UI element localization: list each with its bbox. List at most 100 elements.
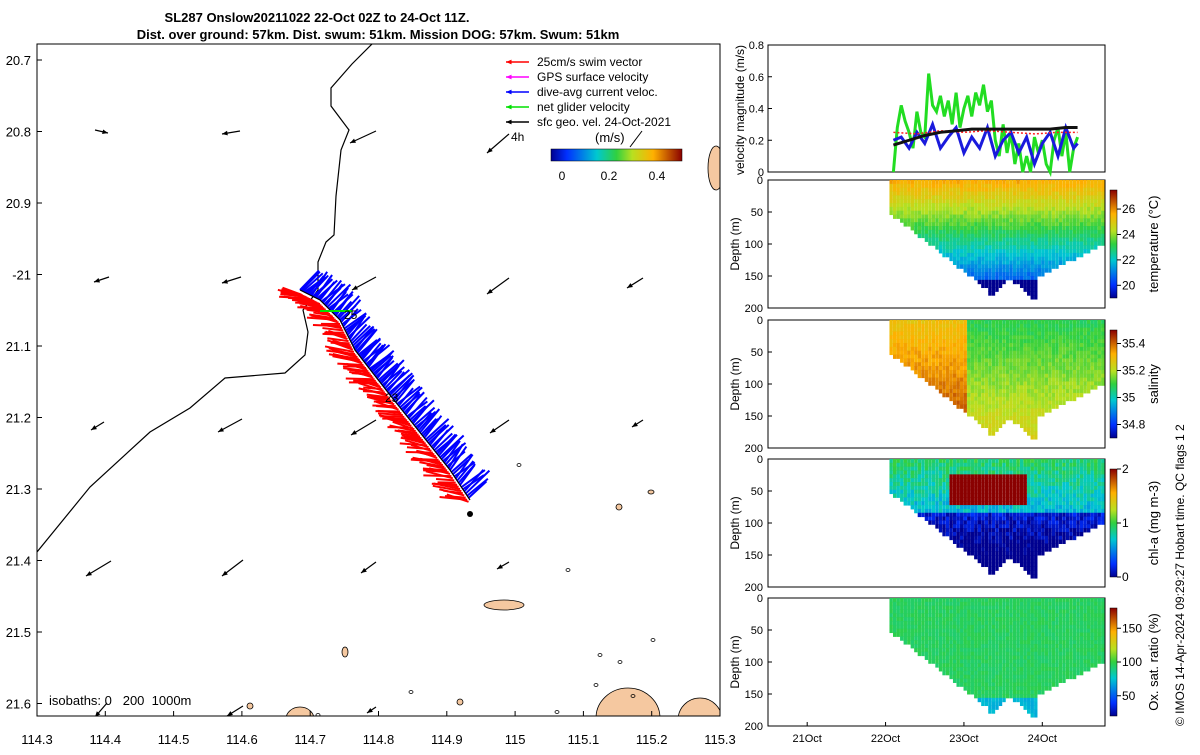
heatmap-cell bbox=[932, 362, 935, 366]
heatmap-cell bbox=[928, 211, 931, 215]
heatmap-cell bbox=[1020, 555, 1023, 559]
heatmap-cell bbox=[967, 362, 970, 366]
heatmap-cell bbox=[925, 459, 928, 463]
heatmap-cell bbox=[988, 272, 991, 276]
heatmap-cell bbox=[971, 234, 974, 238]
heatmap-cell bbox=[981, 241, 984, 245]
heatmap-cell bbox=[911, 482, 914, 486]
map-y-tick-label: 20.7 bbox=[6, 53, 31, 68]
heatmap-cell bbox=[995, 467, 998, 471]
heatmap-cell bbox=[935, 652, 938, 656]
heatmap-cell bbox=[935, 636, 938, 640]
heatmap-cell bbox=[1031, 524, 1034, 528]
heatmap-cell bbox=[1038, 268, 1041, 272]
heatmap-cell bbox=[1101, 370, 1104, 374]
heatmap-cell bbox=[981, 211, 984, 215]
heatmap-cell bbox=[988, 702, 991, 706]
heatmap-cell bbox=[1052, 230, 1055, 234]
section-y-tick-label: 150 bbox=[745, 411, 763, 423]
heatmap-cell bbox=[1016, 203, 1019, 207]
heatmap-cell bbox=[1098, 199, 1101, 203]
heatmap-cell bbox=[995, 355, 998, 359]
heatmap-cell bbox=[1087, 203, 1090, 207]
map-y-tick-label: 20.8 bbox=[6, 125, 31, 140]
heatmap-cell bbox=[967, 215, 970, 219]
heatmap-cell bbox=[1048, 320, 1051, 324]
heatmap-cell bbox=[1038, 192, 1041, 196]
heatmap-cell bbox=[956, 494, 959, 498]
heatmap-cell bbox=[1094, 199, 1097, 203]
heatmap-cell bbox=[928, 188, 931, 192]
heatmap-cell bbox=[1034, 559, 1037, 563]
heatmap-cell bbox=[999, 358, 1002, 362]
heatmap-cell bbox=[904, 482, 907, 486]
heatmap-cell bbox=[1006, 358, 1009, 362]
land-patches bbox=[247, 146, 724, 748]
heatmap-cell bbox=[942, 663, 945, 667]
heatmap-cell bbox=[1080, 211, 1083, 215]
heatmap-cell bbox=[985, 284, 988, 288]
heatmap-cell bbox=[1055, 486, 1058, 490]
heatmap-cell bbox=[921, 374, 924, 378]
heatmap-cell bbox=[939, 222, 942, 226]
heatmap-cell bbox=[1062, 378, 1065, 382]
heatmap-cell bbox=[999, 362, 1002, 366]
heatmap-cell bbox=[956, 332, 959, 336]
heatmap-cell bbox=[1048, 324, 1051, 328]
heatmap-cell bbox=[981, 347, 984, 351]
section-y-tick-label: 50 bbox=[751, 486, 763, 498]
heatmap-cell bbox=[932, 517, 935, 521]
heatmap-cell bbox=[1045, 328, 1048, 332]
heatmap-cell bbox=[1098, 486, 1101, 490]
heatmap-cell bbox=[1009, 195, 1012, 199]
heatmap-cell bbox=[914, 339, 917, 343]
heatmap-cell bbox=[1048, 474, 1051, 478]
heatmap-cell bbox=[1034, 543, 1037, 547]
heatmap-cell bbox=[1006, 478, 1009, 482]
heatmap-cell bbox=[1016, 478, 1019, 482]
heatmap-cell bbox=[971, 467, 974, 471]
heatmap-cell bbox=[914, 648, 917, 652]
heatmap-cell bbox=[1052, 536, 1055, 540]
heatmap-cell bbox=[1013, 478, 1016, 482]
heatmap-cell bbox=[914, 203, 917, 207]
heatmap-cell bbox=[1041, 389, 1044, 393]
heatmap-cell bbox=[960, 404, 963, 408]
heatmap-cell bbox=[978, 339, 981, 343]
heatmap-cell bbox=[978, 656, 981, 660]
legend-label: GPS surface velocity bbox=[537, 70, 648, 84]
heatmap-cell bbox=[999, 408, 1002, 412]
heatmap-cell bbox=[971, 663, 974, 667]
heatmap-cell bbox=[939, 339, 942, 343]
heatmap-cell bbox=[1059, 378, 1062, 382]
heatmap-cell bbox=[889, 199, 892, 203]
heatmap-cell bbox=[939, 606, 942, 610]
heatmap-cell bbox=[1055, 389, 1058, 393]
heatmap-cell bbox=[1031, 184, 1034, 188]
heatmap-cell bbox=[1066, 184, 1069, 188]
heatmap-cell bbox=[1023, 513, 1026, 517]
heatmap-cell bbox=[995, 567, 998, 571]
heatmap-cell bbox=[1031, 393, 1034, 397]
heatmap-cell bbox=[974, 490, 977, 494]
heatmap-cell bbox=[900, 463, 903, 467]
heatmap-cell bbox=[971, 188, 974, 192]
heatmap-cell bbox=[999, 249, 1002, 253]
heatmap-cell bbox=[978, 598, 981, 602]
heatmap-cell bbox=[988, 184, 991, 188]
heatmap-cell bbox=[995, 241, 998, 245]
heatmap-cell bbox=[1098, 513, 1101, 517]
heatmap-cell bbox=[1066, 324, 1069, 328]
heatmap-cell bbox=[1076, 532, 1079, 536]
heatmap-cell bbox=[1023, 339, 1026, 343]
heatmap-cell bbox=[893, 490, 896, 494]
heatmap-cell bbox=[935, 238, 938, 242]
heatmap-cell bbox=[935, 366, 938, 370]
heatmap-cell bbox=[1041, 351, 1044, 355]
heatmap-cell bbox=[967, 335, 970, 339]
heatmap-cell bbox=[946, 517, 949, 521]
heatmap-cell bbox=[942, 351, 945, 355]
heatmap-cell bbox=[1009, 463, 1012, 467]
heatmap-cell bbox=[1069, 520, 1072, 524]
heatmap-cell bbox=[1002, 222, 1005, 226]
